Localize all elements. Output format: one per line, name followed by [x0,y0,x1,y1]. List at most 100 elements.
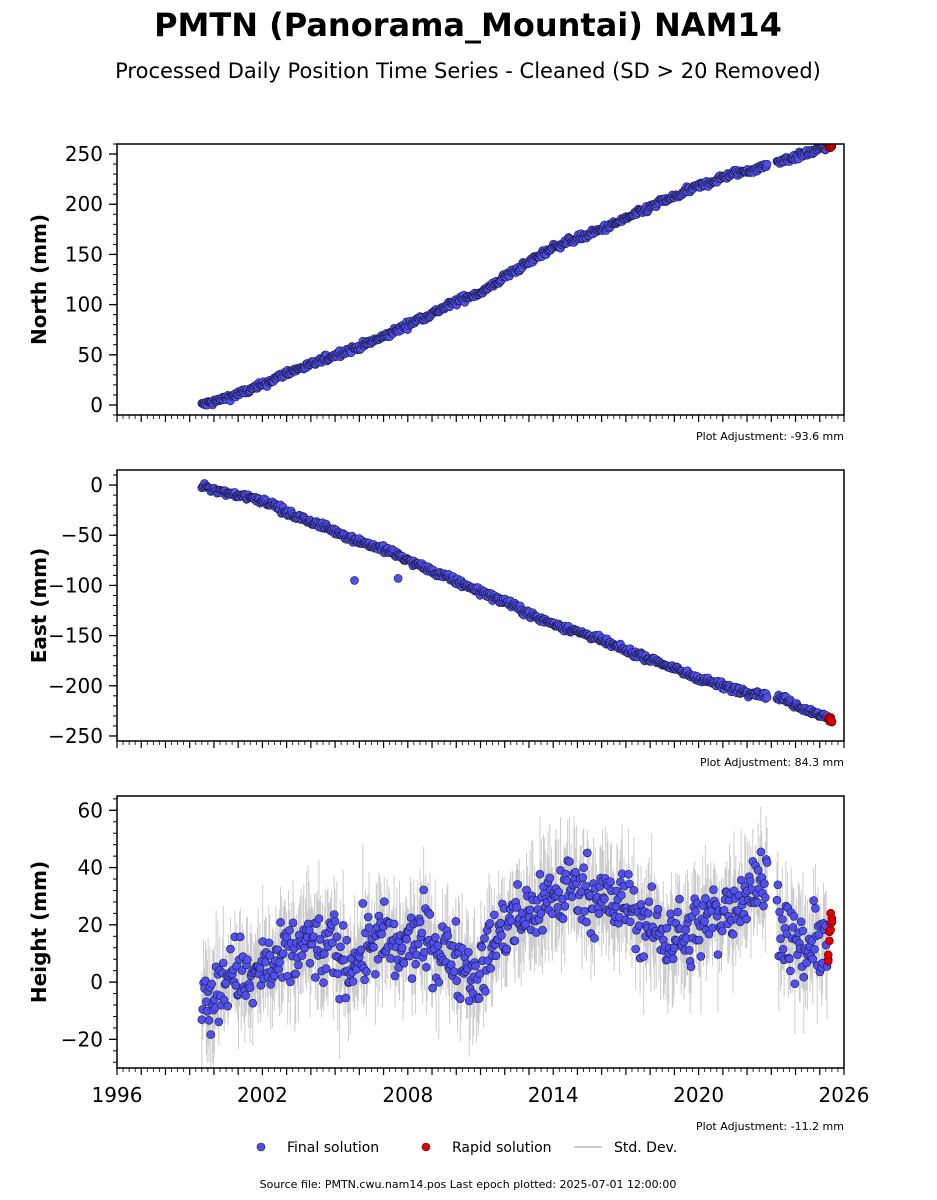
final-point [294,960,303,970]
final-point [226,944,235,954]
final-point [363,912,373,922]
final-point [629,885,639,895]
final-point [389,919,399,929]
final-point [407,974,417,983]
y-tick-label: −150 [48,624,103,648]
rapid-point [827,144,837,148]
final-solution-points [197,144,832,410]
final-point [415,917,425,927]
final-point [708,923,717,933]
final-point [490,910,499,920]
final-point [333,969,343,979]
final-point [686,962,696,972]
final-point [348,977,358,986]
final-point [606,877,615,887]
final-point [796,917,806,927]
final-point [485,918,495,928]
rapid-solution-points [823,713,837,727]
final-point [558,914,568,923]
final-point [428,983,437,993]
final-point [265,951,275,960]
final-point [497,931,506,940]
final-point [341,993,351,1003]
final-point [304,926,314,935]
rapid-point [827,917,837,926]
final-point [788,923,798,932]
legend-label: Rapid solution [452,1140,552,1156]
final-point [742,914,751,924]
final-point [634,921,644,930]
final-point [786,966,795,976]
final-point [565,857,574,866]
final-point [449,967,459,976]
final-point [221,978,231,988]
final-point [362,967,371,976]
final-point [480,934,489,943]
final-point [785,954,794,964]
final-point [417,928,427,938]
final-point [422,962,431,972]
final-point [379,897,389,906]
final-point [364,923,374,932]
final-point [397,943,407,953]
final-point [248,998,258,1008]
final-point [204,1016,214,1025]
final-point [700,917,709,926]
final-point [321,964,331,973]
final-point [464,996,474,1006]
y-axis: 60 40 20 0 −20 [61,798,117,1063]
final-point [625,917,635,927]
final-point [243,955,252,964]
final-point [545,873,555,883]
final-point [371,969,380,979]
final-point [760,879,769,888]
x-tick-label: 2026 [819,1083,870,1107]
final-point [235,932,245,942]
final-point [360,975,369,985]
final-point [718,926,727,936]
final-point [451,917,461,926]
legend-label: Final solution [287,1140,379,1156]
final-point [214,1017,224,1027]
final-point [617,890,626,900]
final-point [782,929,792,939]
final-point [811,903,820,913]
final-point [762,858,772,867]
panel-2: 0 −50 −100 −150 −200 −250 East (mm) Plot Adjust… [27,469,845,769]
final-point [759,901,768,911]
y-tick-label: 150 [65,242,103,266]
final-point [390,971,400,981]
final-point [336,942,345,952]
final-point [311,973,320,982]
final-point [512,903,521,912]
final-point [502,944,512,954]
final-point [430,933,440,942]
final-point [315,935,325,944]
y-tick-label: 250 [65,142,103,166]
final-point [525,905,535,915]
legend-item: Std. Dev. [574,1140,677,1156]
final-point [264,938,274,948]
final-point [536,909,546,918]
final-point [491,951,501,961]
final-point [684,945,694,955]
final-point [342,935,352,945]
final-point [761,893,770,902]
final-point [753,865,763,875]
y-axis: 0 50 100 150 200 250 [65,142,117,417]
axes-frame [116,143,845,416]
final-point [338,921,348,930]
final-point [207,979,216,989]
final-point [554,887,564,897]
final-point [625,879,634,889]
final-point [314,914,324,923]
final-point [201,997,211,1006]
final-point [582,917,591,927]
final-point [778,944,788,954]
final-point [696,952,706,961]
final-point [223,1001,233,1011]
final-point [456,994,465,1003]
plot-adjustment-label: Plot Adjustment: -93.6 mm [696,430,844,443]
